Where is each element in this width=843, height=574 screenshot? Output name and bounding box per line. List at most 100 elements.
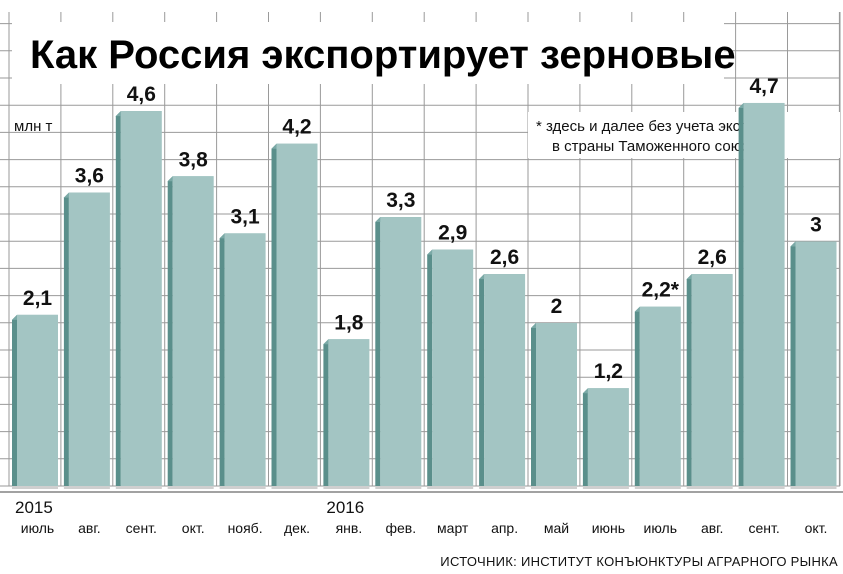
value-label: 3,6 (75, 165, 104, 188)
bar-front (536, 323, 577, 486)
bar-base (219, 486, 266, 489)
bar-side (115, 111, 121, 486)
bar-side (582, 388, 588, 486)
month-label: окт. (805, 520, 828, 536)
bar-front (17, 314, 58, 486)
bar (738, 102, 785, 489)
value-label: 3,8 (179, 148, 209, 171)
bar-side (686, 274, 692, 486)
value-label: 2,2* (642, 279, 680, 302)
bar-side (738, 102, 744, 486)
bar-front (328, 339, 370, 486)
bar-base (323, 486, 370, 489)
bar (167, 176, 214, 489)
month-label: июнь (592, 520, 625, 536)
month-label: июль (21, 520, 54, 536)
bar-side (634, 306, 640, 486)
bar-side (427, 249, 433, 486)
bar-front (691, 274, 733, 486)
bar-base (479, 486, 526, 489)
value-label: 2,6 (698, 246, 727, 269)
year-labels: 2015 2016 (15, 498, 364, 517)
bar-base (12, 486, 58, 489)
footnote-line-2: в страны Таможенного союза (552, 138, 758, 155)
title-background (12, 22, 724, 84)
bar-side (219, 233, 225, 486)
unit-label: млн т (14, 118, 53, 135)
footnote-line-1: * здесь и далее без учета экспорта (536, 118, 780, 135)
month-label: окт. (182, 520, 205, 536)
bar (582, 388, 629, 489)
month-label: сент. (126, 520, 157, 536)
value-label: 1,8 (334, 311, 364, 334)
value-label: 2,1 (23, 287, 53, 310)
value-label: 4,7 (749, 75, 778, 98)
bar-base (115, 486, 162, 489)
value-label: 4,6 (127, 83, 156, 106)
month-label: фев. (385, 520, 416, 536)
bar-front (68, 192, 110, 486)
month-label: сент. (748, 520, 779, 536)
bars (12, 102, 837, 489)
value-label: 3 (810, 214, 822, 237)
source-note: ИСТОЧНИК: ИНСТИТУТ КОНЪЮНКТУРЫ АГРАРНОГО… (440, 554, 838, 569)
month-label: янв. (336, 520, 363, 536)
value-label: 3,3 (386, 189, 415, 212)
year-label: 2015 (15, 498, 53, 517)
bar (271, 143, 318, 489)
bar-front (743, 102, 785, 486)
bar-base (271, 486, 318, 489)
bar-side (323, 339, 329, 486)
bar-side (531, 323, 536, 486)
bar-side (479, 274, 485, 486)
bar-side (12, 314, 17, 486)
month-label: апр. (491, 520, 518, 536)
bar-base (531, 486, 577, 489)
month-labels: июль авг. сент. окт. нояб. дек. янв. фев. март ап… (21, 520, 828, 536)
bar-front (795, 241, 837, 486)
bar-base (427, 486, 474, 489)
bar (790, 241, 837, 489)
bar-side (375, 217, 381, 487)
bar-front (484, 274, 526, 486)
bar-side (790, 241, 796, 486)
value-labels: 2,1 3,6 4,6 3,8 3,1 4,2 1,8 3,3 2,9 2,6 2 1,2 2,2* 2,… (23, 75, 822, 383)
value-label: 1,2 (594, 360, 623, 383)
month-label: июль (644, 520, 677, 536)
note-background (528, 112, 840, 158)
bar (12, 314, 58, 489)
month-label: дек. (284, 520, 310, 536)
bar-front (276, 143, 318, 486)
month-label: авг. (78, 520, 101, 536)
month-label: авг. (701, 520, 724, 536)
bar (427, 249, 474, 489)
month-label: май (544, 520, 569, 536)
bar-base (790, 486, 837, 489)
bar (323, 339, 370, 489)
value-label: 2 (551, 295, 563, 318)
bar-front (172, 176, 214, 487)
bar (531, 323, 577, 489)
bar (115, 111, 162, 489)
bar-base (738, 486, 785, 489)
bar-base (375, 486, 422, 489)
bar-front (639, 306, 681, 486)
bar (634, 306, 681, 489)
bar-front (120, 111, 162, 486)
bar-front (587, 388, 629, 486)
month-label: нояб. (228, 520, 263, 536)
bar (686, 274, 733, 489)
bar-side (271, 143, 277, 486)
bar-side (167, 176, 173, 487)
bar-front (432, 249, 474, 486)
value-label: 2,9 (438, 222, 467, 245)
bar-base (686, 486, 733, 489)
bar (63, 192, 110, 489)
bar (375, 217, 422, 489)
value-label: 4,2 (282, 116, 311, 139)
bar-base (63, 486, 110, 489)
year-label: 2016 (326, 498, 364, 517)
bar-base (167, 486, 214, 489)
bar-front (224, 233, 266, 486)
